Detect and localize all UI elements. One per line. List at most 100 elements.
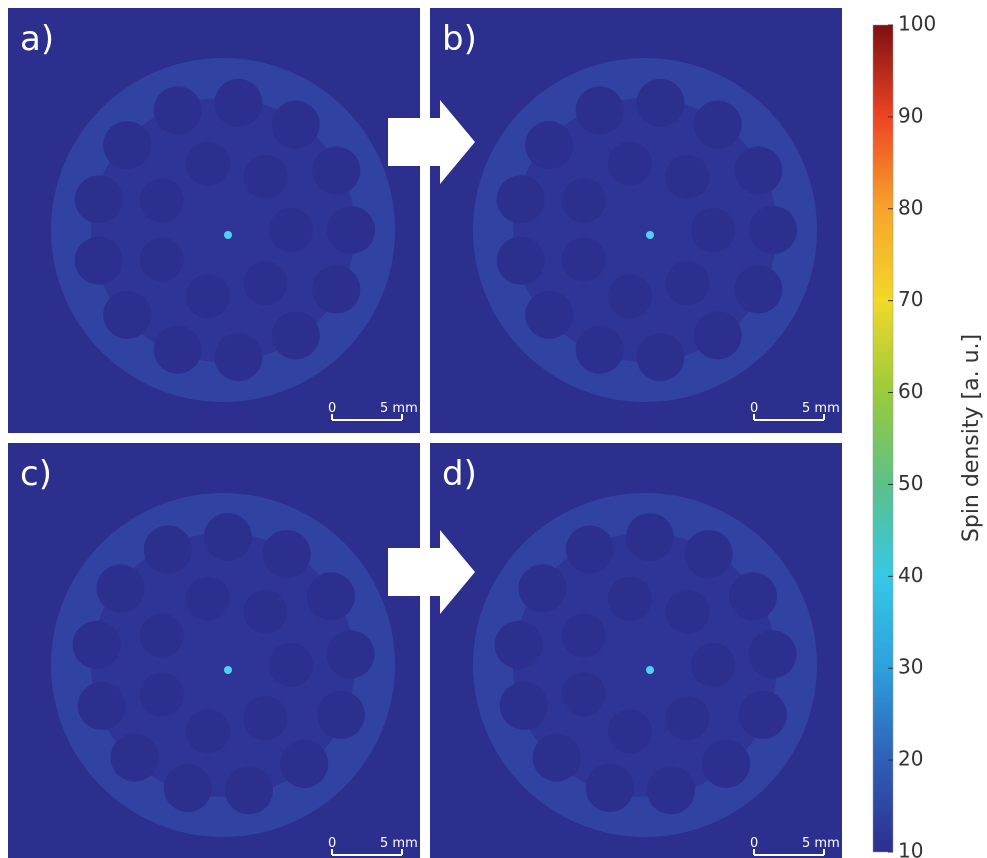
hole <box>576 326 624 374</box>
hole <box>214 79 262 127</box>
panel: d) 0 5 mm <box>430 443 842 858</box>
hole <box>702 740 750 788</box>
hole <box>73 621 121 669</box>
hole <box>140 613 184 657</box>
scale-start: 0 <box>328 401 336 416</box>
hotspot <box>224 666 232 674</box>
hole <box>566 526 614 574</box>
hole <box>272 311 320 359</box>
scale-end: 5 mm <box>380 836 418 851</box>
hole <box>608 274 652 318</box>
tick-label: 60 <box>898 379 923 403</box>
hole <box>691 643 735 687</box>
hole <box>140 178 184 222</box>
hole <box>327 206 375 254</box>
hole <box>647 766 695 814</box>
hole <box>78 682 126 730</box>
scale-end: 5 mm <box>802 836 840 851</box>
panel-label: b) <box>442 19 477 59</box>
hole <box>576 86 624 134</box>
hotspot <box>224 231 232 239</box>
hole <box>186 142 230 186</box>
hole <box>204 513 252 561</box>
panel: b) 0 5 mm <box>430 8 842 433</box>
tick-label: 70 <box>898 287 923 311</box>
scale-start: 0 <box>750 836 758 851</box>
figure: a)05 mmb)05 mmc)05 mmd)05 mm 10203040506… <box>0 0 987 858</box>
hole <box>269 208 313 252</box>
hole <box>75 237 123 285</box>
hole <box>665 155 709 199</box>
hole <box>739 691 787 739</box>
hole <box>694 101 742 149</box>
hole <box>140 673 184 717</box>
hole <box>525 291 573 339</box>
tick-label: 80 <box>898 195 923 219</box>
hole <box>497 237 545 285</box>
hole <box>691 208 735 252</box>
panel: c) 0 5 mm <box>8 443 420 858</box>
hole <box>243 590 287 634</box>
scale-end: 5 mm <box>802 401 840 416</box>
hole <box>186 274 230 318</box>
hole <box>225 766 273 814</box>
hole <box>154 326 202 374</box>
hole <box>111 734 159 782</box>
hole <box>562 178 606 222</box>
hole <box>280 740 328 788</box>
panel-label: a) <box>20 19 54 59</box>
hole <box>495 621 543 669</box>
hole <box>75 175 123 223</box>
hole <box>665 261 709 305</box>
hole <box>186 577 230 621</box>
hole <box>243 155 287 199</box>
hole <box>272 101 320 149</box>
colorbar-scale <box>873 25 893 852</box>
tick-label: 10 <box>898 839 923 858</box>
hole <box>562 673 606 717</box>
hole <box>533 734 581 782</box>
tick-label: 40 <box>898 563 923 587</box>
hole <box>103 121 151 169</box>
hole <box>214 333 262 381</box>
hole <box>243 696 287 740</box>
hole <box>312 265 360 313</box>
hole <box>525 121 573 169</box>
scale-end: 5 mm <box>380 401 418 416</box>
hole <box>685 530 733 578</box>
hole <box>497 175 545 223</box>
hole <box>263 530 311 578</box>
hole <box>154 86 202 134</box>
colorbar-label: Spin density [a. u.] <box>959 334 984 542</box>
panel-label: c) <box>20 454 52 494</box>
hole <box>562 613 606 657</box>
tick-label: 30 <box>898 655 923 679</box>
hole <box>665 696 709 740</box>
panel-label: d) <box>442 454 477 494</box>
hole <box>500 682 548 730</box>
hole <box>749 630 797 678</box>
hole <box>103 291 151 339</box>
tick-label: 90 <box>898 103 923 127</box>
hole <box>636 333 684 381</box>
hole <box>164 764 212 812</box>
hole <box>243 261 287 305</box>
tick-label: 100 <box>898 12 936 36</box>
hole <box>96 564 144 612</box>
scale-start: 0 <box>750 401 758 416</box>
hole <box>608 709 652 753</box>
hotspot <box>646 666 654 674</box>
hole <box>586 764 634 812</box>
hole <box>636 79 684 127</box>
hole <box>144 526 192 574</box>
hole <box>729 572 777 620</box>
hole <box>608 577 652 621</box>
hole <box>307 572 355 620</box>
scale-start: 0 <box>328 836 336 851</box>
hole <box>734 265 782 313</box>
hole <box>312 147 360 195</box>
hole <box>562 238 606 282</box>
hole <box>269 643 313 687</box>
tick-label: 50 <box>898 471 923 495</box>
